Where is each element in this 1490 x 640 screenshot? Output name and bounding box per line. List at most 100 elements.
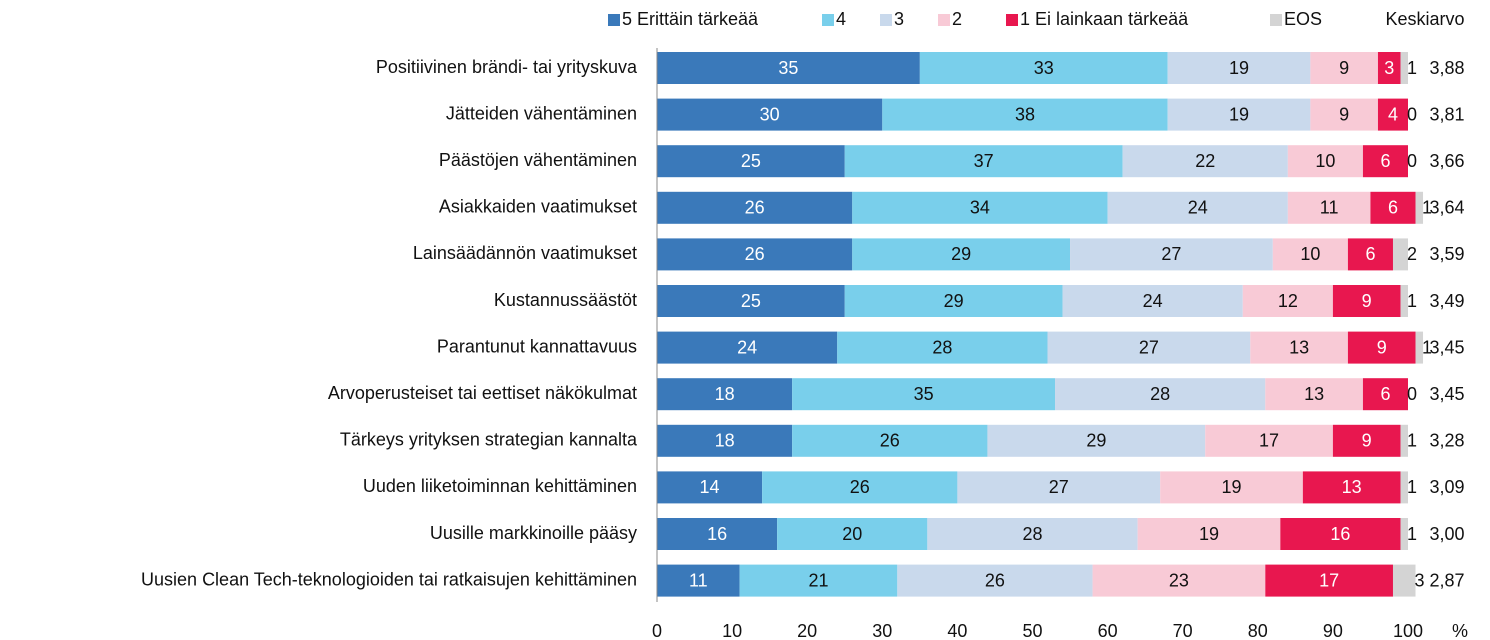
bar-segment — [657, 191, 853, 224]
x-tick-label: 100 — [1393, 621, 1423, 640]
bar-segment — [657, 98, 883, 131]
bar-segment — [1107, 191, 1288, 224]
legend-label: 5 Erittäin tärkeää — [622, 9, 759, 29]
bar-segment — [1347, 238, 1393, 271]
bar-segment — [1167, 98, 1311, 131]
bar-segment — [657, 564, 740, 597]
bar-segment — [762, 471, 958, 504]
data-label: 0 — [1407, 104, 1417, 124]
data-label: 14 — [700, 477, 720, 497]
x-tick-label: 10 — [722, 621, 742, 640]
bar-segment — [657, 52, 920, 84]
legend-swatch — [608, 14, 620, 26]
category-label: Kustannussäästöt — [494, 290, 637, 310]
bar-segment — [844, 145, 1123, 178]
bar-segment — [1310, 52, 1378, 84]
data-label: 28 — [932, 337, 952, 357]
average-label: 3,00 — [1429, 524, 1464, 544]
bar-segment — [1415, 331, 1424, 364]
x-tick-label: 80 — [1248, 621, 1268, 640]
legend-swatch — [822, 14, 834, 26]
bar-segment — [1400, 424, 1408, 457]
data-label: 6 — [1380, 384, 1390, 404]
data-label: 13 — [1289, 337, 1309, 357]
data-label: 6 — [1388, 198, 1398, 218]
bar-segment — [1362, 145, 1408, 178]
bar-segment — [1332, 285, 1401, 317]
data-label: 16 — [1330, 524, 1350, 544]
data-label: 35 — [914, 384, 934, 404]
data-label: 1 — [1407, 477, 1417, 497]
bar-segment — [792, 378, 1056, 411]
bar-segment — [777, 518, 928, 550]
data-label: 29 — [951, 244, 971, 264]
bar-segment — [1287, 145, 1363, 178]
data-label: 20 — [842, 524, 862, 544]
bar-segment — [1377, 98, 1408, 131]
data-label: 3 — [1384, 58, 1394, 78]
bar-segment — [927, 518, 1138, 550]
bar-segment — [1160, 471, 1303, 504]
data-label: 26 — [985, 570, 1005, 590]
bar-segment — [657, 424, 793, 457]
data-label: 27 — [1161, 244, 1181, 264]
bar-segment — [657, 471, 763, 504]
data-label: 25 — [741, 291, 761, 311]
legend-swatch — [938, 14, 950, 26]
data-label: 33 — [1034, 58, 1054, 78]
bar-segment — [1377, 52, 1401, 84]
data-label: 2 — [1407, 244, 1417, 264]
average-label: 2,87 — [1429, 570, 1464, 590]
legend-label: 2 — [952, 9, 962, 29]
bar-segment — [1302, 471, 1401, 504]
data-label: 29 — [1086, 431, 1106, 451]
x-tick-label: 70 — [1173, 621, 1193, 640]
data-label: 1 — [1407, 291, 1417, 311]
data-label: 4 — [1388, 104, 1398, 124]
data-label: 10 — [1315, 151, 1335, 171]
data-label: 27 — [1049, 477, 1069, 497]
bar-segment — [657, 331, 838, 364]
bar-segment — [1070, 238, 1273, 271]
data-label: 13 — [1304, 384, 1324, 404]
bar-segment — [1047, 331, 1251, 364]
category-label: Uusien Clean Tech-teknologioiden tai rat… — [141, 569, 637, 589]
category-label: Tärkeys yrityksen strategian kannalta — [340, 430, 638, 450]
bar-segment — [1415, 191, 1424, 224]
bar-segment — [1242, 285, 1333, 317]
data-label: 19 — [1229, 104, 1249, 124]
data-label: 26 — [745, 198, 765, 218]
data-label: 9 — [1377, 337, 1387, 357]
bar-segment — [1265, 564, 1393, 597]
data-label: 29 — [944, 291, 964, 311]
data-label: 21 — [808, 570, 828, 590]
bar-segment — [897, 564, 1093, 597]
data-label: 1 — [1407, 431, 1417, 451]
data-label: 24 — [1188, 198, 1208, 218]
data-label: 1 — [1422, 198, 1432, 218]
x-tick-label: 30 — [872, 621, 892, 640]
bar-segment — [1265, 378, 1363, 411]
data-label: 26 — [880, 431, 900, 451]
bar-segment — [1370, 191, 1416, 224]
bar-segment — [852, 238, 1071, 271]
bar-segment — [1250, 331, 1348, 364]
data-label: 1 — [1407, 524, 1417, 544]
bar-segment — [987, 424, 1206, 457]
legend-label: EOS — [1284, 9, 1322, 29]
bar-segment — [1332, 424, 1401, 457]
bar-segment — [1167, 52, 1311, 84]
bar-segment — [1400, 518, 1408, 550]
data-label: 24 — [737, 337, 757, 357]
bar-segment — [657, 145, 845, 178]
average-label: 3,45 — [1429, 337, 1464, 357]
data-label: 12 — [1278, 291, 1298, 311]
data-label: 10 — [1300, 244, 1320, 264]
bar-segment — [1205, 424, 1333, 457]
bar-segment — [852, 191, 1108, 224]
data-label: 30 — [760, 104, 780, 124]
category-label: Positiivinen brändi- tai yrityskuva — [376, 57, 638, 77]
bar-segment — [882, 98, 1168, 131]
data-label: 38 — [1015, 104, 1035, 124]
